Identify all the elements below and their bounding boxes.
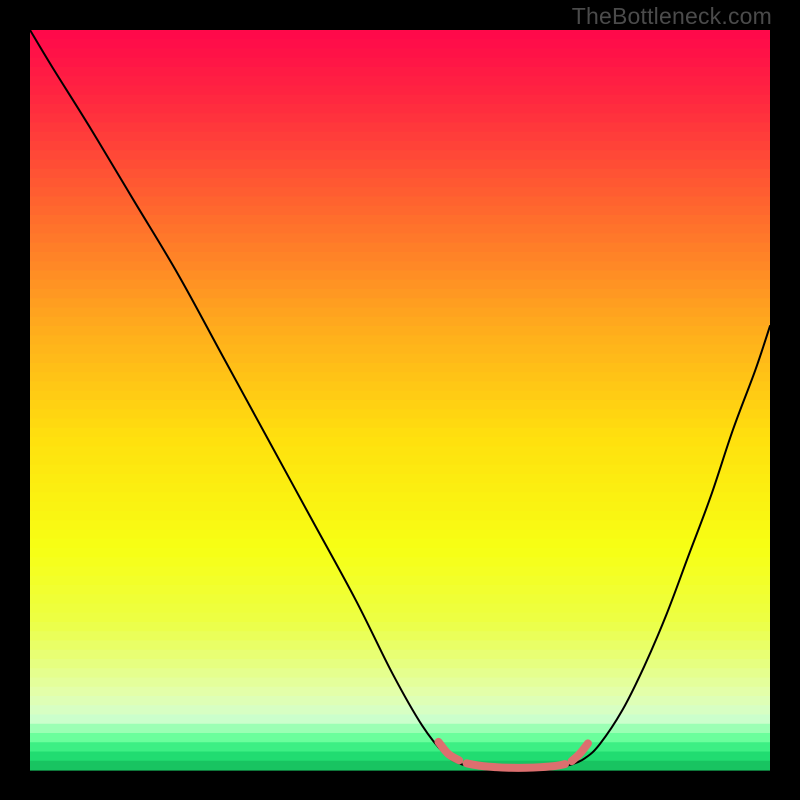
flat-region-marker [467,763,565,768]
watermark-text: TheBottleneck.com [572,3,772,30]
plot-area [30,30,770,771]
chart-svg [0,0,800,800]
chart-container: TheBottleneck.com [0,0,800,800]
